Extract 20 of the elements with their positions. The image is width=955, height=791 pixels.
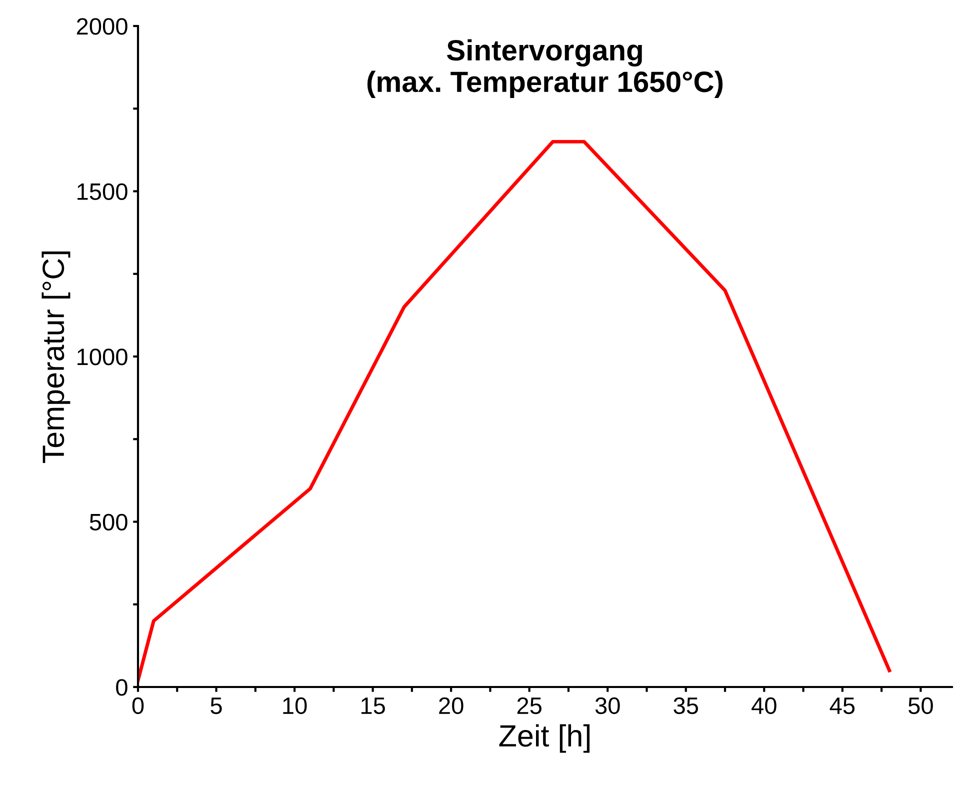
line-series <box>138 140 892 682</box>
x-tick-label: 35 <box>674 697 698 714</box>
y-tick-label: 1000 <box>78 348 128 366</box>
x-tick-label: 25 <box>517 697 542 714</box>
x-tick-label: 5 <box>210 698 222 714</box>
x-tick-label: 40 <box>752 697 776 714</box>
y-tick-label: 1500 <box>78 183 128 200</box>
x-tick-label: 0 <box>132 697 144 714</box>
text: Sintervorgang (max. Temperatur 1650°C) <box>367 39 723 98</box>
x-tick-label: 10 <box>283 697 307 714</box>
x-tick-label: 15 <box>361 698 385 714</box>
x-axis-title: Zeit [h] <box>499 724 590 753</box>
y-axis-title: Temperatur [°C] <box>42 252 70 463</box>
y-tick-label: 0 <box>116 679 128 696</box>
x-tick-label: 20 <box>439 697 464 714</box>
x-tick-label: 45 <box>830 698 855 714</box>
x-tick-label: 30 <box>595 697 620 714</box>
y-tick-label: 2000 <box>76 18 128 35</box>
x-tick-label: 50 <box>908 697 933 714</box>
y-tick-label: 500 <box>90 514 128 531</box>
